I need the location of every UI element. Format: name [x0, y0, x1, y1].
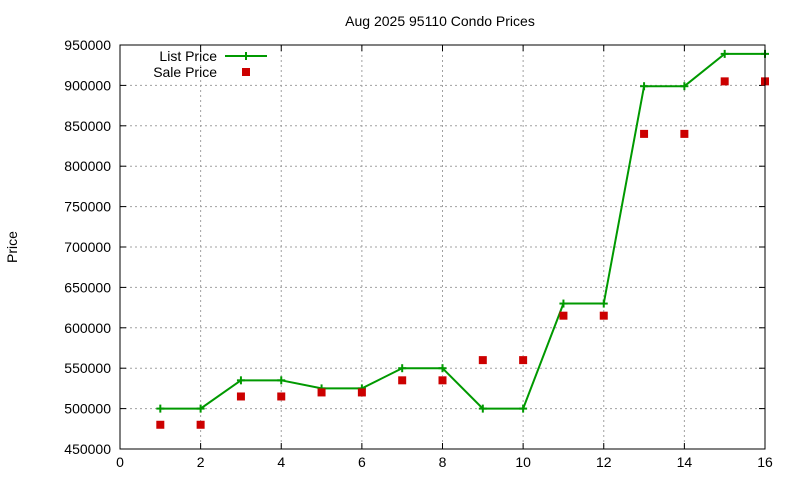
x-tick-label: 2 [197, 454, 205, 470]
axis-ticks: 450000 500000 550000 600000 650000 700000 7500… [64, 37, 773, 470]
x-tick-label: 10 [515, 454, 531, 470]
y-tick-label: 950000 [64, 37, 111, 53]
y-tick-label: 850000 [64, 118, 111, 134]
legend-marker-list-price [242, 52, 250, 60]
list-price-point [236, 376, 245, 385]
sale-price-point [196, 420, 205, 429]
sale-price-point [559, 311, 568, 320]
list-price-point [398, 364, 407, 373]
list-price-point [680, 82, 689, 91]
chart-title: Aug 2025 95110 Condo Prices [345, 13, 535, 29]
x-tick-label: 16 [757, 454, 773, 470]
list-price-point [720, 49, 729, 58]
sale-price-point [680, 129, 689, 138]
sale-price-point [317, 388, 326, 397]
x-tick-label: 0 [116, 454, 124, 470]
x-tick-label: 8 [439, 454, 447, 470]
sale-price-point [156, 420, 165, 429]
y-tick-label: 550000 [64, 360, 111, 376]
y-tick-label: 700000 [64, 239, 111, 255]
y-tick-label: 650000 [64, 279, 111, 295]
sale-price-point [720, 77, 729, 86]
list-price-point [196, 404, 205, 413]
series-layer [156, 49, 769, 429]
grid-lines [120, 45, 765, 449]
y-tick-label: 600000 [64, 320, 111, 336]
series-line-list-price [160, 52, 765, 410]
y-axis-label: Price [4, 231, 20, 263]
list-price-point [559, 299, 568, 308]
list-price-point [438, 364, 447, 373]
list-price-point [478, 404, 487, 413]
y-tick-label: 800000 [64, 158, 111, 174]
series-list-price [156, 49, 769, 413]
x-tick-label: 4 [277, 454, 285, 470]
x-tick-label: 14 [677, 454, 693, 470]
list-price-point [519, 404, 528, 413]
list-price-point [640, 82, 649, 91]
sale-price-point [438, 376, 447, 385]
sale-price-point [599, 311, 608, 320]
sale-price-point [519, 356, 528, 365]
y-tick-label: 750000 [64, 199, 111, 215]
x-tick-label: 12 [596, 454, 612, 470]
list-price-point [277, 376, 286, 385]
sale-price-point [640, 129, 649, 138]
legend-label: Sale Price [153, 64, 217, 80]
sale-price-point [357, 388, 366, 397]
x-tick-label: 6 [358, 454, 366, 470]
legend-label: List Price [159, 48, 217, 64]
sale-price-point [398, 376, 407, 385]
sale-price-point [236, 392, 245, 401]
y-tick-label: 900000 [64, 77, 111, 93]
sale-price-point [277, 392, 286, 401]
series-sale-price [156, 77, 769, 429]
legend-marker-sale-price [242, 68, 250, 76]
y-tick-label: 500000 [64, 401, 111, 417]
sale-price-point [478, 356, 487, 365]
y-tick-label: 450000 [64, 441, 111, 457]
list-price-point [599, 299, 608, 308]
plot-frame [119, 44, 766, 450]
list-price-point [156, 404, 165, 413]
